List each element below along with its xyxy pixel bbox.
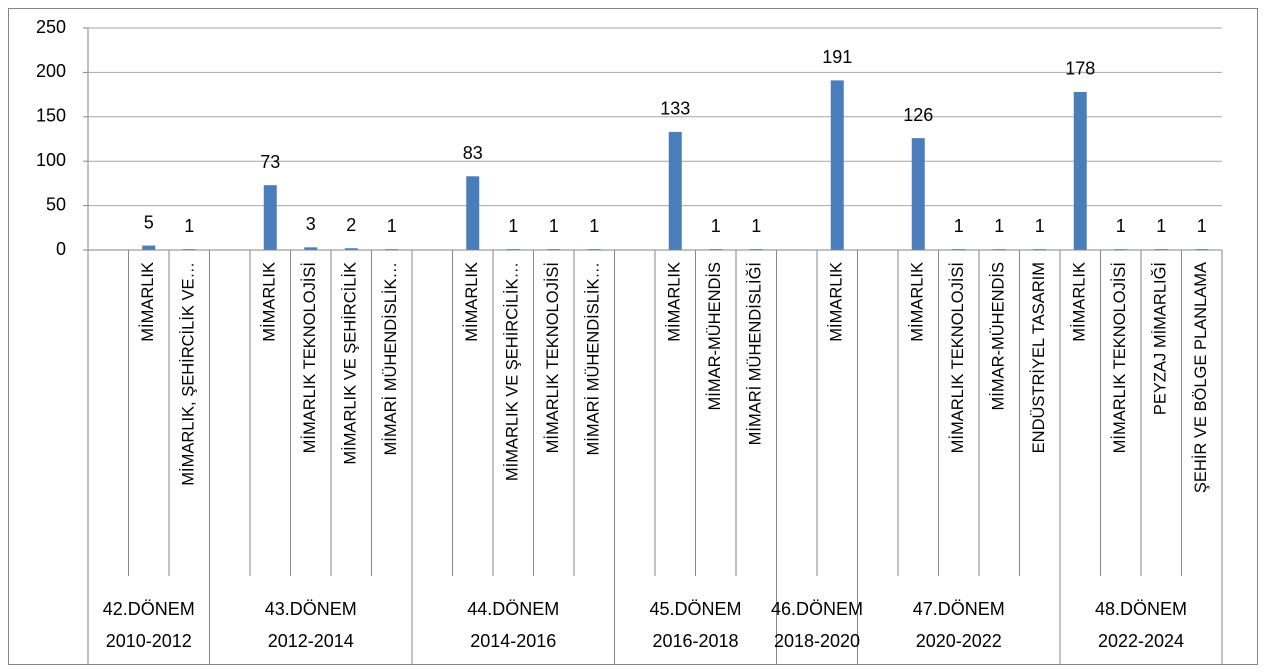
x-tick-label: MİMARLIK (260, 262, 279, 342)
group-label: 46.DÖNEM (771, 599, 863, 619)
y-tick-label: 50 (46, 194, 66, 214)
y-tick-label: 0 (56, 239, 66, 259)
value-label: 1 (387, 216, 397, 236)
group-period: 2014-2016 (470, 631, 556, 651)
value-label: 2 (346, 215, 356, 235)
group-label: 45.DÖNEM (649, 599, 741, 619)
value-label: 3 (306, 214, 316, 234)
value-label: 191 (822, 47, 852, 67)
x-tick-label: PEYZAJ MİMARLIĞİ (1151, 262, 1170, 415)
value-label: 1 (1197, 216, 1207, 236)
value-label: 133 (660, 99, 690, 119)
x-tick-label: MİMAR-MÜHENDİS (989, 262, 1008, 411)
value-label: 83 (463, 143, 483, 163)
group-period: 2018-2020 (774, 631, 860, 651)
y-tick-label: 100 (36, 150, 66, 170)
chart-border (8, 8, 1258, 665)
x-tick-label: MİMARLIK (665, 262, 684, 342)
x-tick-label: MİMAR-MÜHENDİS (705, 262, 724, 411)
value-label: 73 (260, 152, 280, 172)
group-period: 2010-2012 (106, 631, 192, 651)
value-label: 1 (994, 216, 1004, 236)
x-tick-label: MİMARLIK TEKNOLOJİSİ (1110, 262, 1129, 453)
y-tick-label: 150 (36, 106, 66, 126)
x-tick-label: MİMARİ MÜHENDİSLİĞİ (746, 262, 765, 445)
value-label: 1 (589, 216, 599, 236)
x-tick-label: ENDÜSTRİYEL TASARIM (1029, 262, 1048, 453)
group-label: 43.DÖNEM (265, 599, 357, 619)
value-label: 1 (751, 216, 761, 236)
value-label: 1 (1156, 216, 1166, 236)
x-tick-label: MİMARLIK (138, 262, 157, 342)
group-period: 2016-2018 (652, 631, 738, 651)
value-label: 1 (508, 216, 518, 236)
x-tick-label: MİMARLIK (827, 262, 846, 342)
x-tick-label: MİMARLIK TEKNOLOJİSİ (300, 262, 319, 453)
x-tick-label: MİMARLIK VE ŞEHİRCİLİK… (503, 262, 522, 481)
value-label: 1 (184, 216, 194, 236)
bar (830, 80, 844, 250)
bar (668, 131, 682, 250)
bar (263, 185, 277, 250)
group-label: 47.DÖNEM (913, 599, 1005, 619)
x-tick-label: MİMARLIK (1070, 262, 1089, 342)
bar (344, 248, 358, 250)
group-label: 42.DÖNEM (103, 599, 195, 619)
x-tick-label: MİMARLIK (908, 262, 927, 342)
value-label: 1 (711, 216, 721, 236)
group-period: 2020-2022 (916, 631, 1002, 651)
bar (466, 176, 480, 250)
group-period: 2022-2024 (1098, 631, 1184, 651)
group-label: 44.DÖNEM (467, 599, 559, 619)
bar (142, 245, 156, 250)
x-tick-label: MİMARİ MÜHENDİSLİK… (381, 262, 400, 455)
x-tick-label: ŞEHİR VE BÖLGE PLANLAMA (1191, 262, 1210, 493)
value-label: 1 (1116, 216, 1126, 236)
value-label: 1 (954, 216, 964, 236)
value-label: 5 (144, 212, 154, 232)
bar (304, 247, 318, 250)
x-tick-label: MİMARİ MÜHENDİSLİK… (584, 262, 603, 455)
value-label: 1 (549, 216, 559, 236)
group-period: 2012-2014 (268, 631, 354, 651)
x-tick-label: MİMARLIK VE ŞEHİRCİLİK (341, 262, 360, 465)
y-tick-label: 250 (36, 17, 66, 37)
group-label: 48.DÖNEM (1095, 599, 1187, 619)
x-tick-label: MİMARLIK TEKNOLOJİSİ (543, 262, 562, 453)
x-tick-label: MİMARLIK, ŞEHİRCİLİK VE… (179, 262, 198, 486)
value-label: 178 (1065, 59, 1095, 79)
bar (911, 138, 925, 250)
value-label: 126 (903, 105, 933, 125)
y-tick-label: 200 (36, 61, 66, 81)
value-label: 1 (1035, 216, 1045, 236)
bar (1073, 91, 1087, 250)
x-tick-label: MİMARLIK TEKNOLOJİSİ (948, 262, 967, 453)
x-tick-label: MİMARLIK (462, 262, 481, 342)
